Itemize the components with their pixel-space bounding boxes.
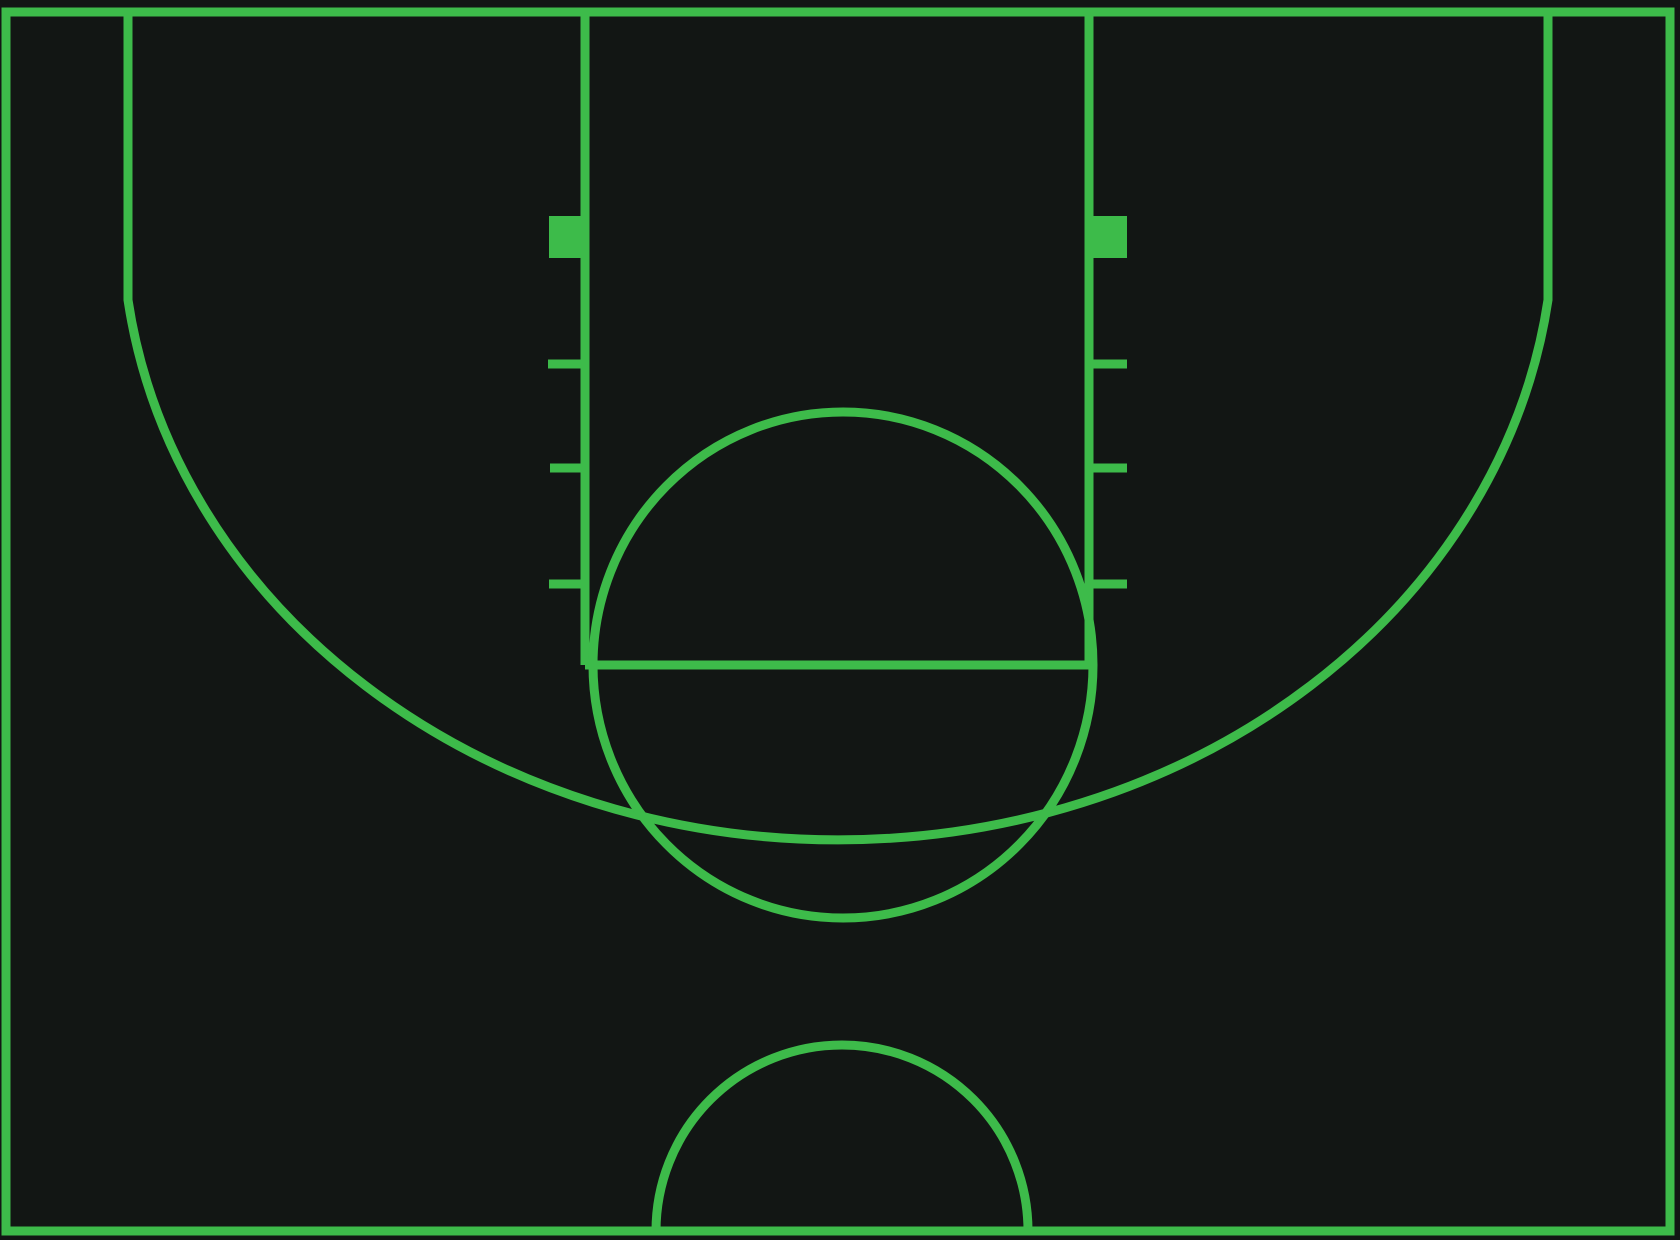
three-point-line (123, 16, 1553, 845)
free-throw-lane (580, 16, 1094, 665)
lane-block-right (1089, 216, 1127, 258)
lane-block-left (549, 216, 585, 258)
court-boundary (1, 7, 1675, 1236)
center-circle (651, 1040, 1033, 1232)
